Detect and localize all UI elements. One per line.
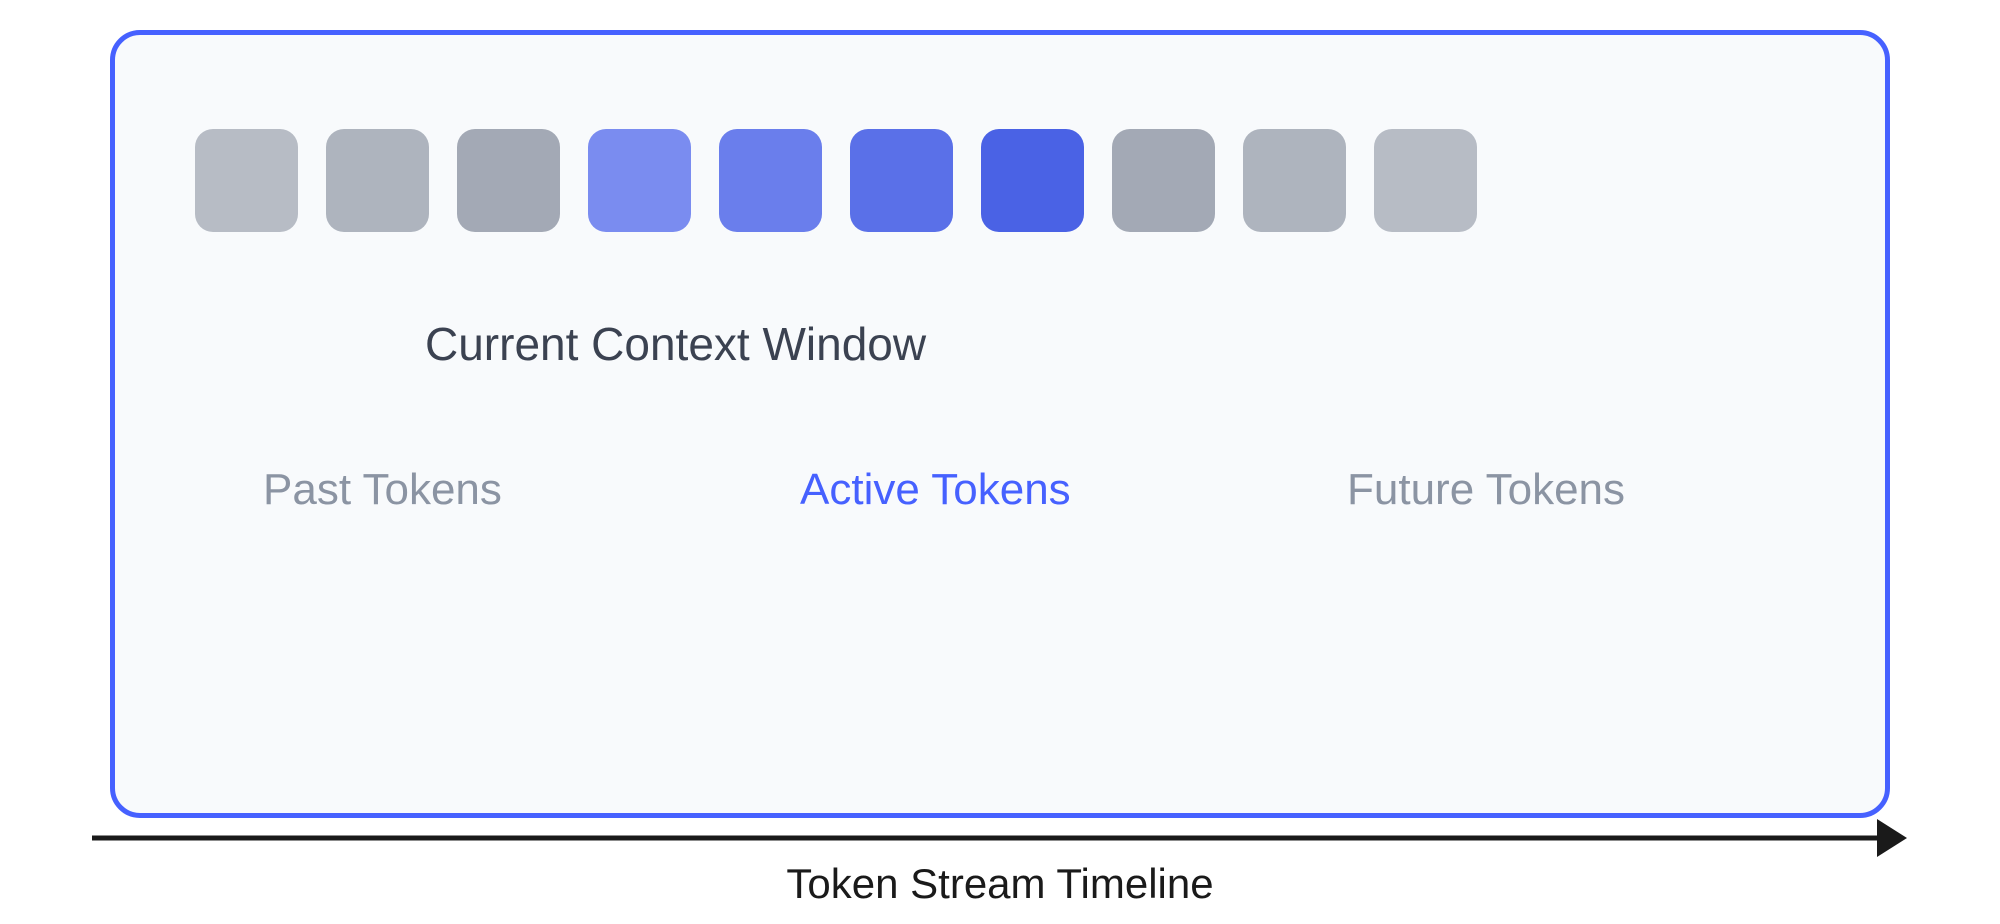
- token-future: [1112, 129, 1215, 232]
- context-window-label: Current Context Window: [425, 317, 926, 371]
- token-future: [1374, 129, 1477, 232]
- token-past: [326, 129, 429, 232]
- active-tokens-label: Active Tokens: [800, 465, 1071, 515]
- token-past: [195, 129, 298, 232]
- diagram-container: Current Context Window Past Tokens Activ…: [110, 30, 1890, 818]
- timeline-arrow: [92, 818, 1907, 858]
- token-past: [457, 129, 560, 232]
- tokens-row: [195, 129, 1477, 232]
- future-tokens-label: Future Tokens: [1347, 465, 1625, 515]
- token-active: [588, 129, 691, 232]
- token-future: [1243, 129, 1346, 232]
- context-window-box: Current Context Window Past Tokens Activ…: [110, 30, 1890, 818]
- token-active: [981, 129, 1084, 232]
- token-active: [719, 129, 822, 232]
- timeline-label: Token Stream Timeline: [0, 860, 2000, 908]
- token-active: [850, 129, 953, 232]
- past-tokens-label: Past Tokens: [263, 465, 502, 515]
